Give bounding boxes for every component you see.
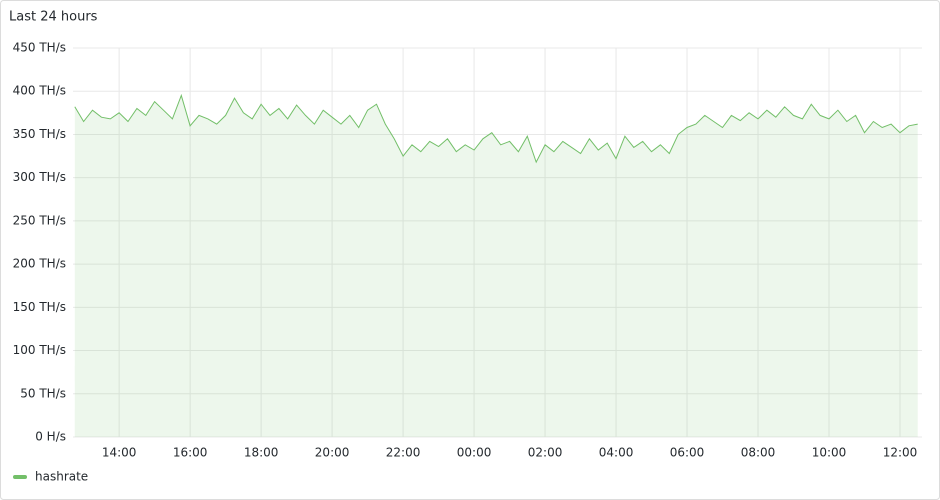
- y-tick-label: 150 TH/s: [13, 300, 66, 314]
- y-tick-label: 400 TH/s: [13, 84, 66, 98]
- y-tick-label: 200 TH/s: [13, 257, 66, 271]
- y-tick-label: 300 TH/s: [13, 170, 66, 184]
- panel-title: Last 24 hours: [9, 10, 98, 25]
- x-tick-label: 12:00: [883, 446, 918, 460]
- x-tick-label: 00:00: [457, 446, 492, 460]
- x-tick-label: 18:00: [244, 446, 279, 460]
- y-tick-label: 350 TH/s: [13, 127, 66, 141]
- x-tick-label: 16:00: [173, 446, 208, 460]
- legend-label: hashrate: [35, 470, 88, 484]
- x-tick-label: 10:00: [812, 446, 847, 460]
- legend-swatch: [13, 475, 27, 479]
- x-tick-label: 14:00: [102, 446, 137, 460]
- series-line: [74, 93, 918, 164]
- x-tick-label: 20:00: [315, 446, 350, 460]
- y-tick-label: 0 H/s: [35, 430, 66, 444]
- y-tick-label: 450 TH/s: [13, 41, 66, 55]
- x-tick-label: 08:00: [741, 446, 776, 460]
- x-tick-label: 02:00: [528, 446, 563, 460]
- y-tick-label: 100 TH/s: [13, 343, 66, 357]
- y-tick-label: 50 TH/s: [20, 386, 66, 400]
- area-fill: [74, 95, 918, 437]
- x-tick-label: 06:00: [670, 446, 705, 460]
- x-tick-label: 22:00: [386, 446, 421, 460]
- y-tick-label: 250 TH/s: [13, 213, 66, 227]
- x-tick-label: 04:00: [599, 446, 634, 460]
